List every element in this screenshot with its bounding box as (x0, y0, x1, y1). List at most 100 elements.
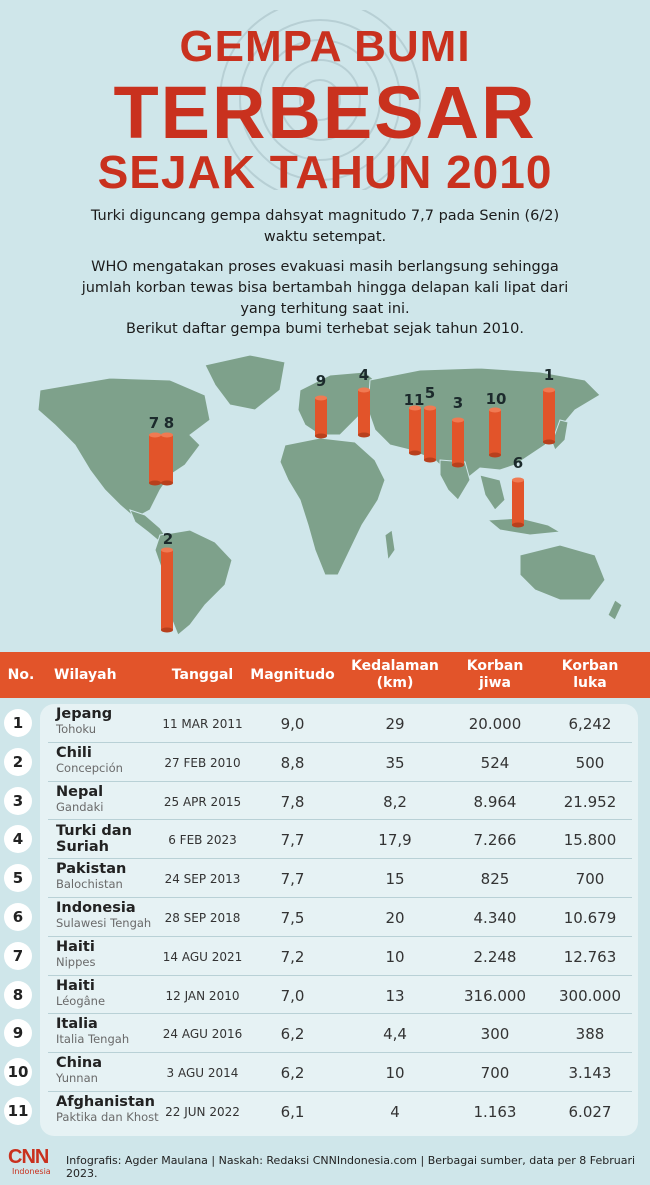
table-row: 6 Indonesia Sulawesi Tengah 28 SEP 2018 7,5 2… (0, 898, 650, 938)
cell-dead: 20.000 (468, 715, 522, 733)
new-zealand-shape (607, 599, 623, 621)
row-number-badge: 9 (4, 1019, 32, 1048)
pillar-cap (409, 405, 421, 411)
cell-magnitude: 7,8 (280, 792, 305, 811)
cell-date: 28 SEP 2018 (164, 911, 241, 925)
cell-region: Haiti Léogâne (56, 978, 105, 1008)
pillar-base (452, 462, 464, 468)
region-name: Nepal (56, 783, 104, 800)
cell-injured: 10.679 (563, 909, 617, 927)
cell-date: 3 AGU 2014 (166, 1066, 239, 1081)
region-name: China (56, 1055, 103, 1072)
cell-injured: 12.763 (563, 947, 617, 966)
pillar-cap (161, 432, 173, 438)
pillar-body (452, 420, 464, 465)
pillar-body (512, 480, 524, 525)
map-pillar-11: 11 (404, 391, 425, 456)
cell-region: Jepang Tohoku (56, 706, 112, 736)
map-pillar-2: 2 (161, 530, 173, 633)
pillar-body (149, 435, 161, 483)
pillar-base (489, 452, 501, 458)
pillar-body (358, 390, 370, 435)
pillar-base (543, 439, 555, 445)
cnn-indonesia-logo: CNN Indonesia (8, 1146, 52, 1180)
table-row: 4 Turki dan Suriah 6 FEB 2023 7,7 17,9 7.266 1… (0, 820, 650, 860)
region-name: Indonesia (56, 900, 136, 916)
region-subarea: Gandaki (56, 799, 104, 814)
header-region: Wilayah (54, 666, 117, 683)
header-magnitude: Magnitudo (250, 666, 335, 683)
table-row: 7 Haiti Nippes 14 AGU 2021 7,2 10 2.248 12.763 (0, 937, 650, 977)
row-number-badge: 1 (4, 709, 32, 737)
cell-region: Afghanistan Paktika dan Khost (56, 1094, 159, 1124)
cell-date: 12 JAN 2010 (165, 988, 240, 1003)
map-marker-label: 11 (404, 391, 425, 409)
india-shape (439, 459, 471, 501)
cell-depth: 4,4 (383, 1025, 407, 1044)
cell-region: Haiti Nippes (56, 939, 95, 969)
row-number-badge: 8 (4, 980, 32, 1009)
cell-region: Indonesia Sulawesi Tengah (56, 900, 151, 930)
madagascar-shape (384, 529, 396, 562)
row-number-badge: 11 (4, 1097, 32, 1125)
cell-depth: 17,9 (378, 831, 412, 850)
pillar-cap (512, 477, 524, 483)
header-no: No. (7, 666, 35, 683)
cell-dead: 2.248 (473, 947, 517, 966)
pillar-body (315, 398, 327, 436)
pillar-cap (161, 547, 173, 553)
region-subarea: Italia Tengah (56, 1032, 130, 1047)
map-marker-label: 10 (486, 390, 507, 408)
map-marker-label: 6 (513, 454, 523, 472)
cell-magnitude: 7,7 (280, 831, 305, 850)
cell-dead: 825 (480, 870, 510, 889)
cell-dead: 7.266 (473, 831, 517, 850)
cell-dead: 700 (480, 1064, 510, 1083)
table-row: 2 Chili Concepción 27 FEB 2010 8,8 35 524 500 (0, 743, 650, 783)
region-name: Jepang (56, 706, 113, 722)
cell-depth: 35 (385, 753, 405, 772)
title-line-2: TERBESAR (113, 71, 537, 154)
pillar-base (358, 432, 370, 438)
cell-injured: 15.800 (563, 831, 617, 850)
cell-magnitude: 9,0 (280, 715, 305, 733)
map-pillar-3: 3 (452, 394, 464, 468)
row-number-badge: 4 (4, 825, 32, 854)
header-date: Tanggal (171, 666, 234, 683)
cell-date: 27 FEB 2010 (164, 755, 241, 770)
cell-date: 14 AGU 2021 (162, 949, 243, 964)
africa-shape (279, 437, 386, 576)
table-row: 1 Jepang Tohoku 11 MAR 2011 9,0 29 20.000 6,242 (0, 704, 650, 744)
pillar-body (489, 410, 501, 455)
table-row: 5 Pakistan Balochistan 24 SEP 2013 7,7 15 825 7… (0, 859, 650, 899)
cell-magnitude: 8,8 (280, 753, 305, 772)
pillar-body (424, 408, 436, 460)
seismic-rings-decoration (219, 10, 421, 190)
table-row: 9 Italia Italia Tengah 24 AGU 2016 6,2 4,4 300… (0, 1014, 650, 1054)
cell-dead: 300 (480, 1025, 510, 1044)
region-subarea: Nippes (56, 954, 96, 969)
row-divider (48, 1091, 632, 1092)
region-name: Afghanistan (56, 1094, 155, 1110)
cell-dead: 316.000 (463, 986, 527, 1005)
map-pillar-10: 10 (486, 390, 507, 458)
pillar-body (543, 390, 555, 442)
map-pillar-6: 6 (512, 454, 524, 528)
cell-injured: 700 (575, 870, 605, 889)
map-pillar-7: 7 (149, 414, 161, 486)
region-name: Pakistan (56, 861, 127, 878)
cell-magnitude: 7,2 (280, 947, 305, 966)
pillar-cap (452, 417, 464, 423)
cell-injured: 3.143 (568, 1064, 612, 1083)
map-marker-label: 5 (425, 384, 435, 402)
table-row: 8 Haiti Léogâne 12 JAN 2010 7,0 13 316.000 300.… (0, 976, 650, 1016)
cell-magnitude: 6,2 (280, 1064, 305, 1083)
greenland-shape (204, 354, 286, 411)
header-injured: Korban luka (561, 658, 619, 691)
southeast-asia-shape (479, 474, 506, 511)
intro-paragraph-3: Berikut daftar gempa bumi terhebat sejak… (126, 321, 524, 337)
cell-region: Nepal Gandaki (56, 784, 103, 814)
pillar-base (424, 457, 436, 463)
region-name: Italia (56, 1016, 98, 1033)
map-marker-label: 8 (164, 414, 174, 432)
